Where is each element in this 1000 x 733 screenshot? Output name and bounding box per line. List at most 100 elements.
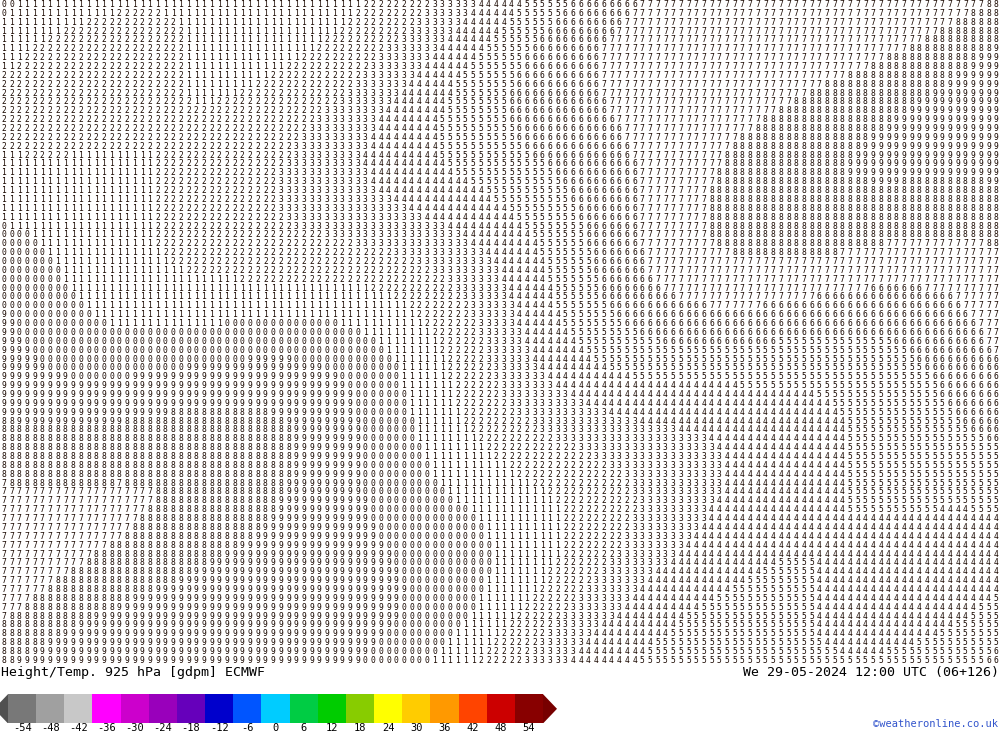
Text: 0: 0 — [432, 585, 437, 594]
Text: 1: 1 — [540, 532, 545, 541]
Text: 3: 3 — [309, 133, 314, 142]
Text: 8: 8 — [855, 80, 860, 89]
Text: 9: 9 — [940, 97, 945, 106]
Text: 4: 4 — [494, 18, 499, 26]
Text: 7: 7 — [724, 89, 729, 97]
Text: 2: 2 — [163, 62, 168, 71]
Text: 1: 1 — [378, 336, 383, 346]
Text: 5: 5 — [809, 647, 814, 656]
Text: 2: 2 — [363, 275, 368, 284]
Text: 0: 0 — [386, 461, 391, 470]
Text: 6: 6 — [540, 44, 545, 54]
Text: 0: 0 — [71, 310, 76, 319]
Text: 9: 9 — [363, 638, 368, 647]
Text: 7: 7 — [663, 0, 668, 9]
Text: 2: 2 — [71, 35, 76, 45]
Text: 9: 9 — [263, 567, 268, 576]
Text: 9: 9 — [309, 505, 314, 515]
Text: 2: 2 — [563, 541, 568, 550]
Text: 0: 0 — [324, 355, 329, 364]
Text: 1: 1 — [509, 514, 514, 523]
Text: 4: 4 — [632, 390, 637, 399]
Text: 8: 8 — [178, 408, 183, 416]
Text: 8: 8 — [863, 204, 868, 213]
Text: 7: 7 — [671, 160, 676, 169]
Text: 1: 1 — [40, 186, 45, 195]
Text: 8: 8 — [263, 416, 268, 426]
Text: 5: 5 — [978, 638, 983, 647]
Text: 8: 8 — [140, 576, 145, 585]
Text: 3: 3 — [678, 443, 683, 452]
Text: 8: 8 — [194, 425, 199, 435]
Text: 1: 1 — [124, 160, 129, 169]
Text: 3: 3 — [632, 550, 637, 559]
Text: 1: 1 — [186, 301, 191, 310]
Text: 5: 5 — [740, 355, 745, 364]
Text: 2: 2 — [209, 213, 214, 221]
Text: 2: 2 — [517, 630, 522, 638]
Text: 5: 5 — [563, 266, 568, 275]
Text: 7: 7 — [809, 26, 814, 35]
Text: 8: 8 — [101, 443, 106, 452]
Text: 9: 9 — [978, 97, 983, 106]
Text: 8: 8 — [732, 141, 737, 151]
Text: 8: 8 — [78, 425, 83, 435]
Text: 7: 7 — [663, 221, 668, 231]
Text: 0: 0 — [386, 470, 391, 479]
Text: 8: 8 — [94, 550, 99, 559]
Text: 2: 2 — [463, 416, 468, 426]
Text: 4: 4 — [763, 408, 768, 416]
Text: 8: 8 — [763, 248, 768, 257]
Text: 8: 8 — [278, 487, 283, 496]
Text: 5: 5 — [471, 115, 476, 124]
Text: 0: 0 — [432, 523, 437, 532]
Text: 6: 6 — [624, 310, 629, 319]
Text: 1: 1 — [101, 266, 106, 275]
Text: 9: 9 — [17, 390, 22, 399]
Text: 0: 0 — [440, 630, 445, 638]
Text: 6: 6 — [955, 372, 960, 381]
Text: 3: 3 — [686, 470, 691, 479]
Text: 7: 7 — [755, 0, 760, 9]
Text: 2: 2 — [301, 106, 306, 115]
Text: 8: 8 — [832, 106, 837, 115]
Text: 5: 5 — [540, 177, 545, 186]
Text: 6: 6 — [571, 71, 576, 80]
Text: 8: 8 — [740, 133, 745, 142]
Text: 2: 2 — [571, 559, 576, 567]
Text: 8: 8 — [155, 461, 160, 470]
Text: 0: 0 — [17, 284, 22, 292]
Text: 8: 8 — [117, 585, 122, 594]
Text: 2: 2 — [578, 567, 583, 576]
Text: 5: 5 — [878, 346, 883, 355]
Text: 1: 1 — [224, 80, 229, 89]
Text: 0: 0 — [424, 603, 429, 612]
Text: 0: 0 — [440, 594, 445, 603]
Text: 1: 1 — [224, 53, 229, 62]
Text: 0: 0 — [232, 346, 237, 355]
Polygon shape — [0, 694, 8, 723]
Text: 1: 1 — [94, 9, 99, 18]
Text: 4: 4 — [801, 514, 806, 523]
Text: 7: 7 — [848, 44, 852, 54]
Text: 9: 9 — [340, 620, 345, 630]
Text: 1: 1 — [132, 292, 137, 301]
Text: 9: 9 — [340, 514, 345, 523]
Text: 1: 1 — [255, 284, 260, 292]
Text: 6: 6 — [648, 275, 652, 284]
Text: 6: 6 — [963, 408, 968, 416]
Text: 5: 5 — [917, 638, 922, 647]
Text: 8: 8 — [17, 630, 22, 638]
Text: 1: 1 — [124, 150, 129, 160]
Text: 8: 8 — [71, 443, 76, 452]
Text: 9: 9 — [317, 550, 322, 559]
Text: 2: 2 — [471, 319, 476, 328]
Text: 9: 9 — [286, 541, 291, 550]
Text: 6: 6 — [978, 364, 983, 372]
Text: 4: 4 — [601, 620, 606, 630]
Text: 7: 7 — [824, 71, 829, 80]
Text: 7: 7 — [732, 89, 737, 97]
Text: 4: 4 — [571, 381, 576, 390]
Text: 4: 4 — [624, 381, 629, 390]
Text: 2: 2 — [340, 44, 345, 54]
